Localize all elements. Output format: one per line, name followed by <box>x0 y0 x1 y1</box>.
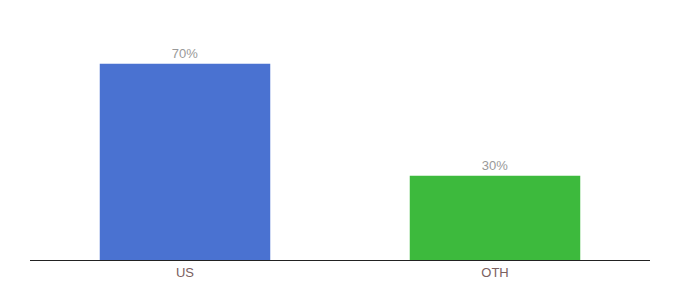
svg-text:US: US <box>176 265 194 280</box>
svg-text:70%: 70% <box>172 46 198 61</box>
svg-text:30%: 30% <box>482 158 508 173</box>
svg-text:OTH: OTH <box>481 265 508 280</box>
